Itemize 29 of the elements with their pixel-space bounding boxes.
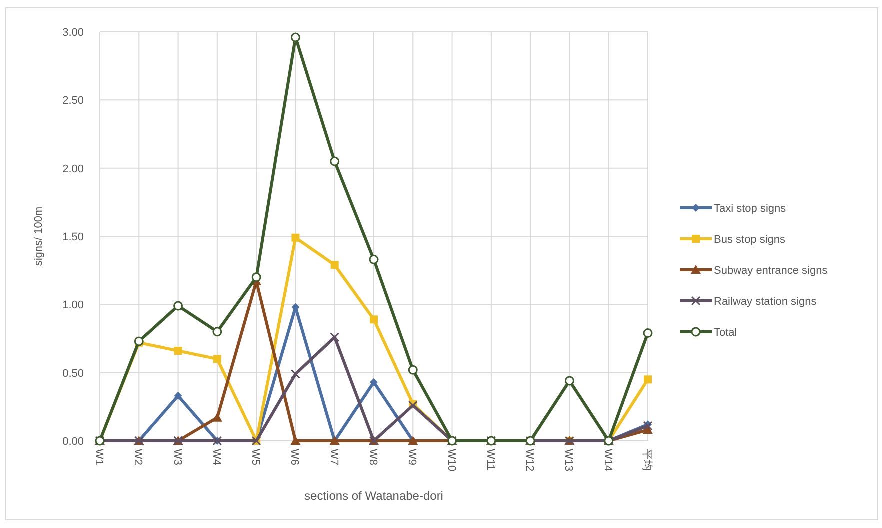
legend-label: Total (714, 327, 738, 339)
x-tick-label: W11 (484, 449, 496, 471)
x-tick-label: W6 (288, 449, 301, 466)
x-tick-label: W10 (445, 449, 458, 472)
legend-label: Railway station signs (714, 296, 818, 308)
y-tick-label: 2.50 (62, 95, 84, 108)
x-tick-label: W9 (406, 449, 418, 466)
x-tick-label: W8 (367, 449, 379, 466)
y-tick-label: 1.50 (62, 232, 84, 244)
x-tick-label: W5 (250, 449, 262, 466)
x-tick-label: W2 (132, 449, 144, 466)
x-tick-label: W7 (328, 449, 340, 466)
legend-label: Bus stop signs (714, 234, 786, 246)
x-tick-label: W13 (562, 449, 575, 472)
x-tick-label: W14 (602, 449, 614, 472)
x-tick-label: 平均 (641, 449, 653, 471)
y-tick-label: 1.00 (62, 300, 84, 312)
x-axis-title: sections of Watanabe-dori (304, 489, 444, 503)
y-axis-title: signs/ 100m (33, 206, 45, 266)
legend-label: Taxi stop signs (714, 203, 787, 215)
legend-label: Subway entrance signs (714, 265, 828, 277)
x-tick-label: W4 (210, 449, 222, 466)
y-tick-label: 3.00 (62, 27, 84, 39)
x-tick-label: W1 (93, 449, 105, 466)
y-tick-label: 0.00 (62, 436, 84, 448)
y-tick-label: 2.00 (62, 163, 84, 176)
y-tick-label: 0.50 (62, 368, 84, 380)
x-tick-label: W12 (524, 449, 536, 472)
x-tick-label: W3 (171, 449, 184, 466)
